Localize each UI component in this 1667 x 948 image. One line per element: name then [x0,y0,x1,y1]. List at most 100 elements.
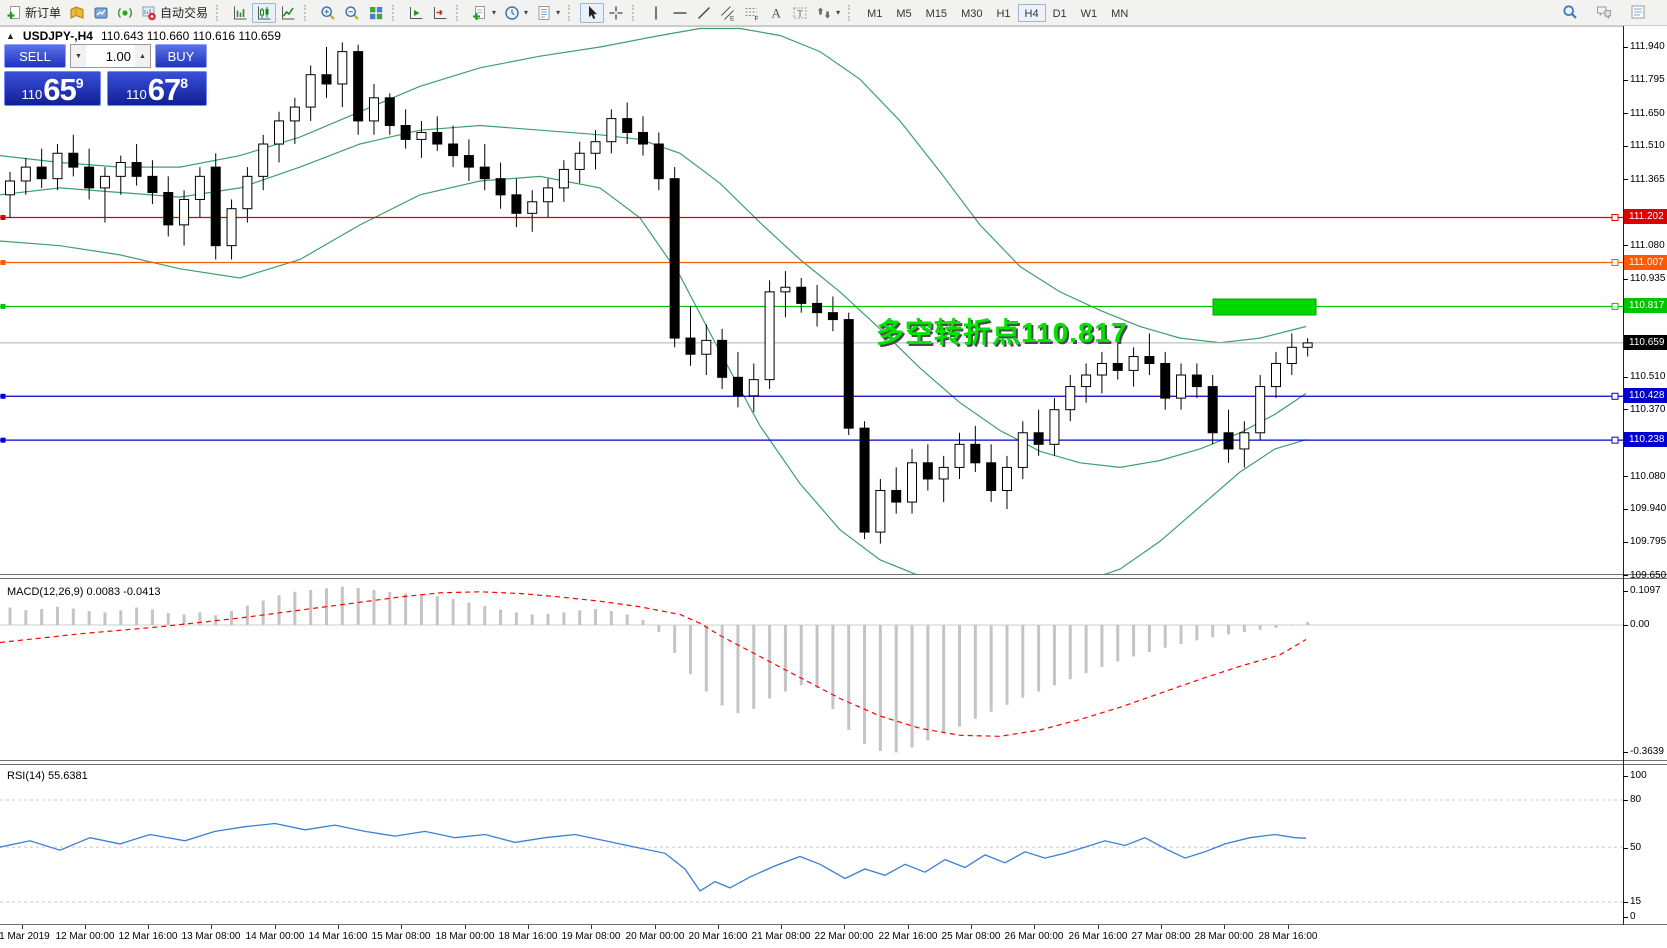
highlight-rectangle[interactable] [1212,298,1317,316]
equidistant-channel-button[interactable]: E [716,3,740,23]
toolbar-grip[interactable] [456,4,462,21]
timeframe-h1-button[interactable]: H1 [996,7,1011,20]
trendline-button[interactable] [692,3,716,23]
period-button[interactable]: ▾ [500,3,532,23]
collapse-triangle-icon[interactable]: ▲ [6,31,15,41]
candle-body [84,166,95,189]
arrows-button[interactable]: ▾ [812,3,844,23]
time-axis-label[interactable]: 20 Mar 00:00 [625,931,685,942]
time-axis-label[interactable]: 28 Mar 00:00 [1194,931,1254,942]
sell-button[interactable]: SELL [4,44,66,68]
bar-chart-mode-button[interactable] [228,3,252,23]
svg-text:F: F [755,15,759,21]
axis-price-label: 111.510 [1630,140,1665,152]
crosshair-button[interactable] [604,3,628,23]
volume-increase-button[interactable]: ▲ [135,45,150,67]
sell-price-box[interactable]: 110 65 9 [4,71,101,106]
zoom-out-button[interactable] [340,3,364,23]
zoom-in-button[interactable] [316,3,340,23]
sell-price-pips: 65 [43,72,76,107]
chart-shift-button[interactable] [428,3,452,23]
time-axis-label[interactable]: 18 Mar 00:00 [435,931,495,942]
vertical-line-button[interactable] [644,3,668,23]
rsi-panel-canvas[interactable] [0,765,1623,924]
templates-button[interactable]: ▾ [532,3,564,23]
line-chart-mode-button[interactable] [276,3,300,23]
time-axis-label[interactable]: 18 Mar 16:00 [498,931,558,942]
chevron-down-icon[interactable]: ▾ [556,8,561,17]
time-axis-label[interactable]: 26 Mar 00:00 [1004,931,1064,942]
hline-end-marker[interactable] [1611,392,1619,400]
new-order-button[interactable]: 新订单 [2,3,65,23]
text-button[interactable]: A [764,3,788,23]
tile-windows-button[interactable] [364,3,388,23]
community-button[interactable] [1592,2,1616,22]
timeframe-d1-button[interactable]: D1 [1052,7,1067,20]
toolbar-grip[interactable] [848,4,854,21]
timeframe-m30-button[interactable]: M30 [961,7,983,20]
chevron-down-icon[interactable]: ▾ [836,8,841,17]
time-axis-label[interactable]: 22 Mar 00:00 [814,931,874,942]
new-chart-button[interactable]: ▾ [468,3,500,23]
axis-price-label: 110.370 [1630,403,1666,415]
time-axis-label[interactable]: 28 Mar 16:00 [1258,931,1318,942]
axis-tick [1623,509,1628,510]
main-chart-canvas[interactable] [0,26,1623,574]
time-axis-label[interactable]: 21 Mar 08:00 [751,931,811,942]
volume-decrease-button[interactable]: ▼ [71,45,86,67]
chevron-down-icon[interactable]: ▾ [492,8,497,17]
time-axis-label[interactable]: 26 Mar 16:00 [1068,931,1128,942]
chart-annotation-text[interactable]: 多空转折点110.817 [876,317,1128,348]
toolbar-grip[interactable] [568,4,574,21]
chevron-down-icon[interactable]: ▾ [524,8,529,17]
time-axis-label[interactable]: 20 Mar 16:00 [688,931,748,942]
auto-scroll-button[interactable] [404,3,428,23]
buy-price-box[interactable]: 110 67 8 [107,71,207,106]
time-axis-label[interactable]: 22 Mar 16:00 [878,931,938,942]
timeframe-m5-button[interactable]: M5 [896,7,912,20]
time-axis-label[interactable]: 14 Mar 00:00 [245,931,305,942]
candle-body [669,178,680,339]
time-axis-label[interactable]: 11 Mar 2019 [0,931,50,942]
timeframe-w1-button[interactable]: W1 [1080,7,1098,20]
toolbar-grip[interactable] [632,4,638,21]
hline-end-marker[interactable] [1611,436,1619,444]
line-chart-mode-icon [280,5,296,21]
timeframe-m1-button[interactable]: M1 [867,7,883,20]
candle-body [764,291,775,381]
fibonacci-button[interactable]: F [740,3,764,23]
docked-button[interactable] [1626,2,1650,22]
time-axis-label[interactable]: 19 Mar 08:00 [561,931,621,942]
time-axis-label[interactable]: 27 Mar 08:00 [1131,931,1191,942]
main-macd-separator[interactable] [0,574,1667,579]
candlestick-mode-button[interactable] [252,2,277,23]
horizontal-line-button[interactable] [668,3,692,23]
signals-button[interactable] [113,3,137,23]
timeframe-h4-button[interactable]: H4 [1017,3,1046,22]
cursor-button[interactable] [580,2,605,23]
timeframe-m15-button[interactable]: M15 [925,7,948,20]
toolbar-grip[interactable] [304,4,310,21]
hline-end-marker[interactable] [1611,302,1619,310]
time-axis-label[interactable]: 12 Mar 16:00 [118,931,178,942]
macd-panel-canvas[interactable] [0,579,1623,760]
search-button[interactable] [1558,2,1582,22]
time-axis-label[interactable]: 25 Mar 08:00 [941,931,1001,942]
hline-end-marker[interactable] [1611,259,1619,267]
text-label-button[interactable]: T [788,3,812,23]
toolbar-grip[interactable] [392,4,398,21]
buy-button[interactable]: BUY [155,44,207,68]
chart-profiles-button[interactable] [65,3,89,23]
auto-trading-button[interactable]: 自动交易 [137,3,212,23]
time-axis-label[interactable]: 15 Mar 08:00 [371,931,431,942]
market-watch-button[interactable] [89,3,113,23]
time-axis-label[interactable]: 14 Mar 16:00 [308,931,368,942]
toolbar-grip[interactable] [216,4,222,21]
timeframe-mn-button[interactable]: MN [1111,7,1129,20]
time-axis-label[interactable]: 12 Mar 00:00 [55,931,115,942]
volume-input[interactable] [86,45,135,67]
hline-end-marker[interactable] [1611,213,1619,221]
candle-body [796,286,807,304]
macd-rsi-separator[interactable] [0,760,1667,765]
time-axis-label[interactable]: 13 Mar 08:00 [181,931,241,942]
